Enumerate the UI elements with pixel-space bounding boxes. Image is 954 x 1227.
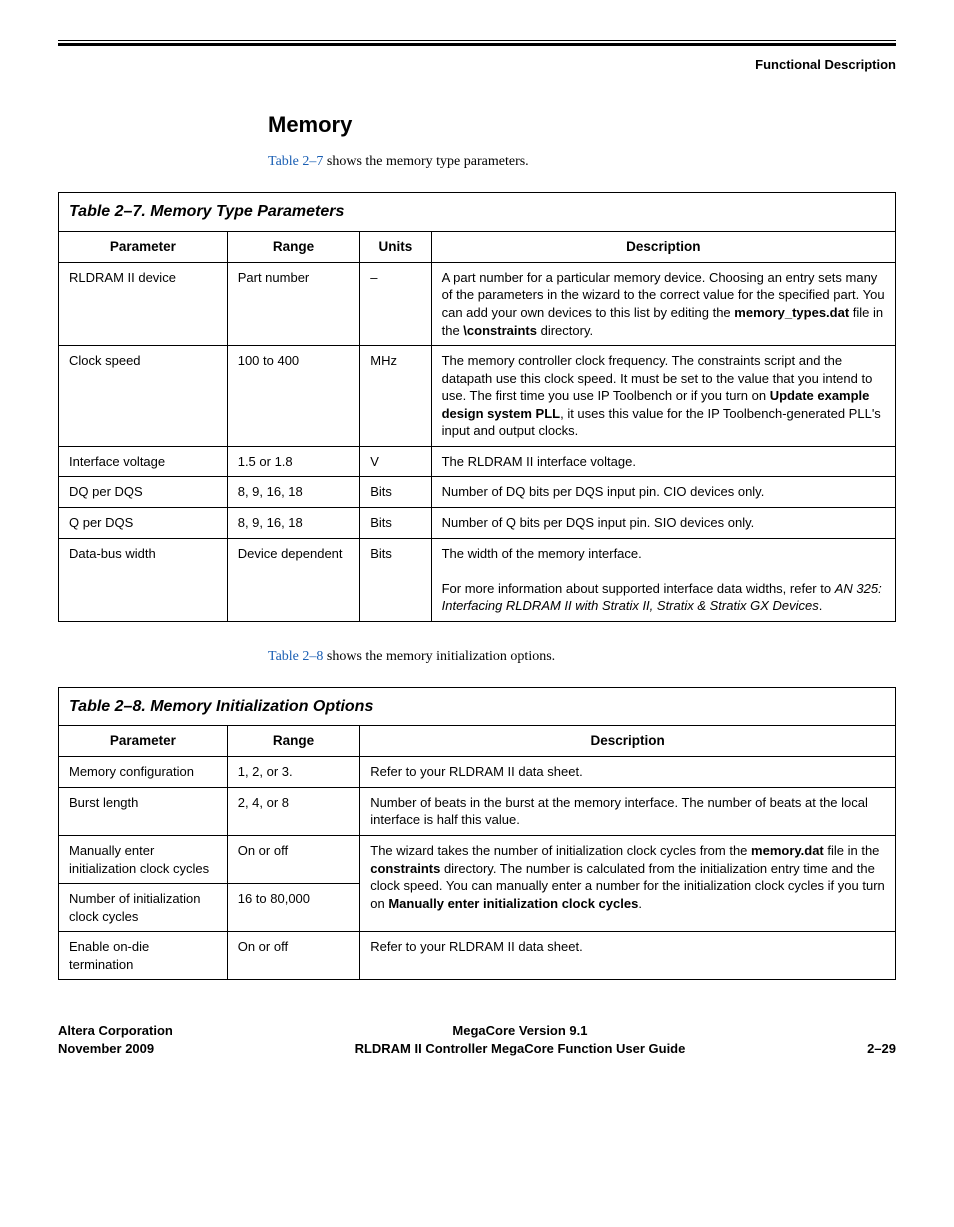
- cell-units: –: [360, 262, 431, 345]
- cell-parameter: Memory configuration: [59, 757, 227, 788]
- column-header: Description: [431, 232, 895, 263]
- table-row: Manually enter initialization clock cycl…: [59, 836, 895, 884]
- cell-description: A part number for a particular memory de…: [431, 262, 895, 345]
- cell-description: Refer to your RLDRAM II data sheet.: [360, 932, 895, 980]
- cell-description: The RLDRAM II interface voltage.: [431, 446, 895, 477]
- table-2-8: Table 2–8. Memory Initialization Options…: [58, 687, 896, 981]
- cell-parameter: Number of initialization clock cycles: [59, 884, 227, 932]
- cell-units: V: [360, 446, 431, 477]
- table-2-7-caption: Table 2–7. Memory Type Parameters: [59, 193, 895, 232]
- intro-table7-rest: shows the memory type parameters.: [323, 154, 528, 169]
- table-2-7-grid: ParameterRangeUnitsDescription RLDRAM II…: [59, 232, 895, 621]
- cell-description: Number of beats in the burst at the memo…: [360, 787, 895, 835]
- cell-description: Number of DQ bits per DQS input pin. CIO…: [431, 477, 895, 508]
- ref-table-7: Table 2–7: [268, 154, 323, 169]
- footer-left: Altera Corporation November 2009: [58, 1022, 173, 1057]
- column-header: Range: [227, 232, 360, 263]
- cell-description: The width of the memory interface.For mo…: [431, 538, 895, 621]
- table-row: Memory configuration1, 2, or 3.Refer to …: [59, 757, 895, 788]
- cell-range: 1.5 or 1.8: [227, 446, 360, 477]
- cell-parameter: Interface voltage: [59, 446, 227, 477]
- cell-parameter: Manually enter initialization clock cycl…: [59, 836, 227, 884]
- intro-table8-rest: shows the memory initialization options.: [323, 649, 555, 664]
- cell-units: Bits: [360, 507, 431, 538]
- cell-parameter: Data-bus width: [59, 538, 227, 621]
- section-title-memory: Memory: [268, 110, 896, 140]
- table-row: Clock speed100 to 400MHzThe memory contr…: [59, 346, 895, 447]
- cell-units: Bits: [360, 538, 431, 621]
- cell-parameter: DQ per DQS: [59, 477, 227, 508]
- cell-range: 2, 4, or 8: [227, 787, 360, 835]
- intro-table8: Table 2–8 shows the memory initializatio…: [268, 648, 896, 667]
- page-footer: Altera Corporation November 2009 MegaCor…: [58, 1022, 896, 1057]
- column-header: Units: [360, 232, 431, 263]
- cell-parameter: Burst length: [59, 787, 227, 835]
- cell-range: 100 to 400: [227, 346, 360, 447]
- footer-version: MegaCore Version 9.1: [452, 1023, 587, 1038]
- footer-date: November 2009: [58, 1041, 154, 1056]
- cell-description: The wizard takes the number of initializ…: [360, 836, 895, 932]
- column-header: Range: [227, 726, 360, 757]
- cell-range: 8, 9, 16, 18: [227, 477, 360, 508]
- cell-range: Device dependent: [227, 538, 360, 621]
- table-row: RLDRAM II devicePart number–A part numbe…: [59, 262, 895, 345]
- column-header: Parameter: [59, 232, 227, 263]
- cell-parameter: RLDRAM II device: [59, 262, 227, 345]
- ref-table-8: Table 2–8: [268, 649, 323, 664]
- cell-range: Part number: [227, 262, 360, 345]
- footer-company: Altera Corporation: [58, 1023, 173, 1038]
- intro-table7: Table 2–7 shows the memory type paramete…: [268, 153, 896, 172]
- footer-right: 2–29: [867, 1040, 896, 1058]
- page: Functional Description Memory Table 2–7 …: [0, 0, 954, 1087]
- top-rule-thin: [58, 40, 896, 41]
- cell-parameter: Q per DQS: [59, 507, 227, 538]
- table-2-8-caption: Table 2–8. Memory Initialization Options: [59, 688, 895, 727]
- table-row: Data-bus widthDevice dependentBitsThe wi…: [59, 538, 895, 621]
- cell-range: On or off: [227, 836, 360, 884]
- table-row: ParameterRangeDescription: [59, 726, 895, 757]
- table-row: Enable on-die terminationOn or offRefer …: [59, 932, 895, 980]
- footer-page-number: 2–29: [867, 1041, 896, 1056]
- table-row: DQ per DQS8, 9, 16, 18BitsNumber of DQ b…: [59, 477, 895, 508]
- table-row: Interface voltage1.5 or 1.8VThe RLDRAM I…: [59, 446, 895, 477]
- footer-doc-title: RLDRAM II Controller MegaCore Function U…: [355, 1041, 686, 1056]
- column-header: Description: [360, 726, 895, 757]
- footer-center: MegaCore Version 9.1 RLDRAM II Controlle…: [173, 1022, 867, 1057]
- cell-range: On or off: [227, 932, 360, 980]
- column-header: Parameter: [59, 726, 227, 757]
- table-row: Burst length2, 4, or 8Number of beats in…: [59, 787, 895, 835]
- cell-parameter: Enable on-die termination: [59, 932, 227, 980]
- running-head: Functional Description: [58, 56, 896, 74]
- top-rule-thick: [58, 43, 896, 46]
- table-row: Q per DQS8, 9, 16, 18BitsNumber of Q bit…: [59, 507, 895, 538]
- cell-range: 1, 2, or 3.: [227, 757, 360, 788]
- cell-description: Refer to your RLDRAM II data sheet.: [360, 757, 895, 788]
- cell-range: 16 to 80,000: [227, 884, 360, 932]
- table-2-8-grid: ParameterRangeDescription Memory configu…: [59, 726, 895, 979]
- cell-description: Number of Q bits per DQS input pin. SIO …: [431, 507, 895, 538]
- table-row: ParameterRangeUnitsDescription: [59, 232, 895, 263]
- cell-range: 8, 9, 16, 18: [227, 507, 360, 538]
- cell-parameter: Clock speed: [59, 346, 227, 447]
- table-2-7: Table 2–7. Memory Type Parameters Parame…: [58, 192, 896, 622]
- cell-units: Bits: [360, 477, 431, 508]
- cell-description: The memory controller clock frequency. T…: [431, 346, 895, 447]
- cell-units: MHz: [360, 346, 431, 447]
